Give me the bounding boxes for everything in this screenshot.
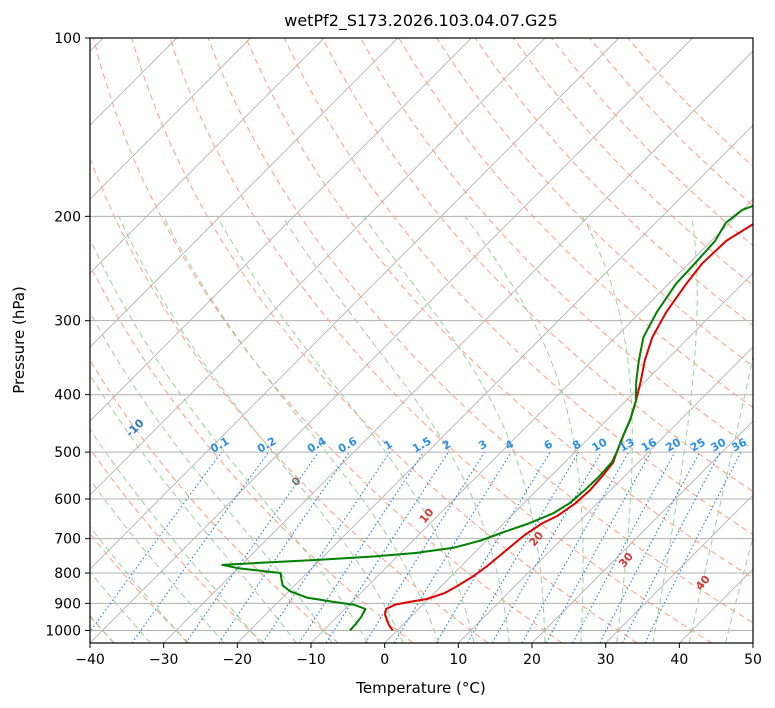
isotherm-line xyxy=(90,38,325,274)
y-tick-label: 500 xyxy=(54,445,81,461)
isotherm-line xyxy=(90,38,546,496)
isotherm-line xyxy=(90,38,472,422)
background-lines xyxy=(90,38,753,643)
dry-adiabat-line xyxy=(436,38,753,367)
moist-adiabat-line xyxy=(90,311,333,643)
x-tick-label: 30 xyxy=(597,652,615,668)
dry-adiabat-line xyxy=(245,38,753,579)
dry-adiabat-line xyxy=(474,38,753,327)
isotherm-line xyxy=(531,420,753,643)
isotherm-line xyxy=(90,38,251,200)
dry-adiabat-line xyxy=(169,38,712,643)
isotherm-line xyxy=(237,124,753,643)
isotherm-line xyxy=(90,38,399,348)
dry-adiabat-line xyxy=(90,359,339,643)
dry-adiabat-line xyxy=(90,447,264,643)
x-axis: −40 −30 −20 −10 0 10 20 30 40 50 xyxy=(75,643,762,668)
y-tick-label: 300 xyxy=(54,314,81,330)
x-tick-label: −10 xyxy=(296,652,326,668)
isotherm-line xyxy=(605,494,753,643)
mixing-ratio-line xyxy=(131,451,269,643)
y-tick-label: 900 xyxy=(54,596,81,612)
x-tick-label: −40 xyxy=(75,652,105,668)
y-tick-label: 100 xyxy=(54,31,81,47)
isotherm-line xyxy=(90,38,620,570)
x-axis-title: Temperature (°C) xyxy=(355,679,485,697)
y-tick-label: 800 xyxy=(54,566,81,582)
x-tick-label: −30 xyxy=(149,652,179,668)
dry-adiabat-line xyxy=(512,38,753,286)
isotherm-line xyxy=(458,346,753,643)
moist-adiabat-line xyxy=(652,216,698,643)
y-tick-label: 200 xyxy=(54,209,81,225)
mixing-ratio-line xyxy=(393,451,512,643)
mixing-ratio-line xyxy=(572,451,676,643)
plot-frame xyxy=(89,37,754,644)
isotherm-line xyxy=(384,272,753,643)
y-tick-label: 1000 xyxy=(45,623,81,639)
x-tick-label: 50 xyxy=(744,652,762,668)
mixing-ratio-line xyxy=(262,451,391,643)
moist-adiabat-line xyxy=(581,216,633,643)
isotherm-line xyxy=(90,38,693,643)
dry-adiabat-line xyxy=(90,263,414,643)
mixing-ratio-line xyxy=(218,451,350,643)
moist-adiabat-line xyxy=(90,373,297,643)
dewpoint-profile-line xyxy=(221,204,753,632)
mixing-ratio-line xyxy=(90,451,223,633)
dry-adiabat-line xyxy=(321,38,753,493)
dry-adiabat-line xyxy=(93,38,563,643)
x-tick-label: −20 xyxy=(223,652,253,668)
moist-adiabat-line xyxy=(163,216,439,643)
y-tick-label: 700 xyxy=(54,532,81,548)
moist-adiabat-line xyxy=(90,237,369,643)
x-tick-label: 20 xyxy=(523,652,541,668)
mixing-ratio-line xyxy=(325,451,449,643)
x-tick-label: 40 xyxy=(670,652,688,668)
moist-adiabat-line xyxy=(363,216,546,643)
x-tick-label: 0 xyxy=(380,652,389,668)
dry-adiabat-line xyxy=(207,38,753,624)
y-axis: 100 200 300 400 500 600 700 800 900 1000 xyxy=(45,31,90,639)
y-tick-label: 600 xyxy=(54,492,81,508)
y-tick-label: 400 xyxy=(54,388,81,404)
isotherm-line xyxy=(163,50,753,643)
mixing-ratio-line xyxy=(185,451,319,643)
dry-adiabat-line xyxy=(131,38,638,643)
dry-adiabat-line xyxy=(283,38,753,536)
x-tick-label: 10 xyxy=(449,652,467,668)
y-axis-title: Pressure (hPa) xyxy=(10,286,28,394)
mixing-ratio-line xyxy=(298,451,425,643)
sounding-profiles xyxy=(221,204,753,632)
moist-adiabat-line xyxy=(118,216,404,643)
chart-title: wetPf2_S173.2026.103.04.07.G25 xyxy=(284,11,558,31)
mixing-ratio-line xyxy=(521,451,630,643)
moist-adiabat-line xyxy=(90,428,261,643)
moist-adiabat-line xyxy=(216,216,475,643)
mixing-ratio-line xyxy=(545,451,652,643)
moist-adiabat-line xyxy=(281,216,510,643)
moist-adiabat-line xyxy=(90,478,225,643)
mixing-ratio-line xyxy=(644,451,742,643)
moist-adiabat-line xyxy=(464,216,584,643)
